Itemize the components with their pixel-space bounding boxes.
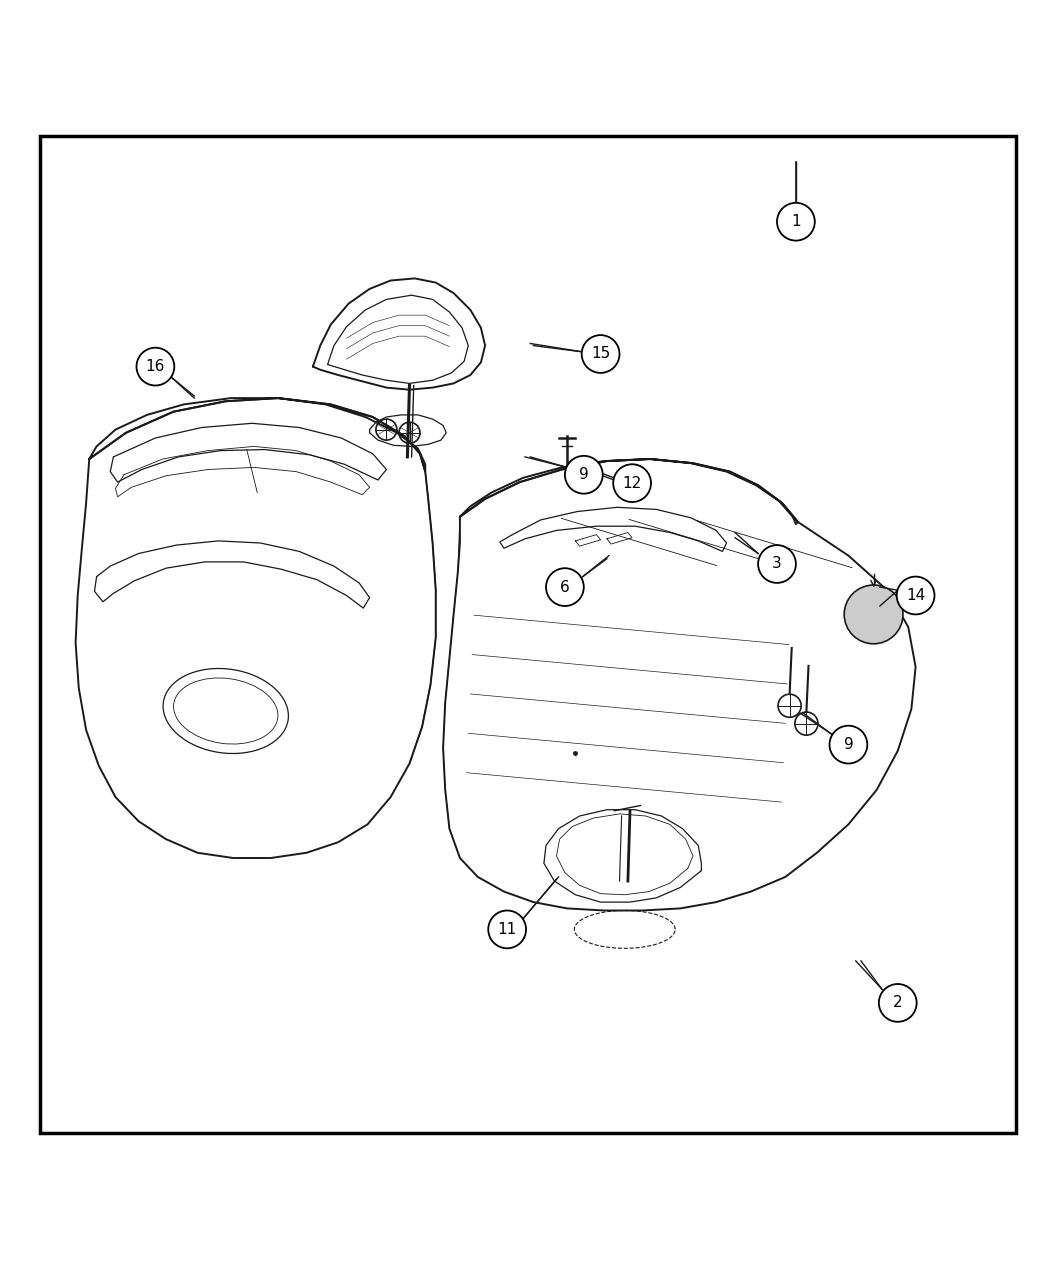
Circle shape [565,456,603,493]
Circle shape [777,203,815,241]
Text: 15: 15 [591,347,610,362]
Circle shape [488,910,526,949]
Circle shape [136,348,174,385]
Text: 9: 9 [843,737,854,752]
Circle shape [582,335,620,372]
Circle shape [844,585,903,644]
Text: 9: 9 [579,467,589,482]
Text: 1: 1 [791,214,801,230]
Text: 3: 3 [772,556,782,571]
Circle shape [897,576,934,615]
Circle shape [758,546,796,583]
Text: 6: 6 [560,580,570,594]
Text: 12: 12 [623,476,642,491]
Circle shape [546,569,584,606]
Circle shape [879,984,917,1021]
Text: 2: 2 [892,996,903,1010]
Circle shape [830,725,867,764]
Text: 16: 16 [146,360,165,374]
Text: 14: 14 [906,588,925,603]
Circle shape [613,464,651,502]
Text: 11: 11 [498,922,517,937]
